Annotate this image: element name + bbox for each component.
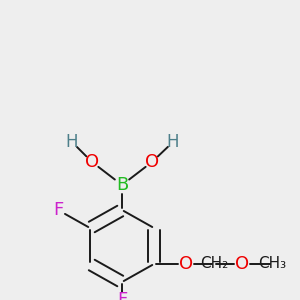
- Text: B: B: [116, 176, 128, 194]
- Text: O: O: [85, 153, 99, 171]
- Text: O: O: [179, 255, 193, 273]
- Text: F: F: [53, 201, 63, 219]
- Text: O: O: [235, 255, 249, 273]
- Text: CH₃: CH₃: [258, 256, 286, 272]
- Text: H: H: [167, 133, 179, 151]
- Text: CH₂: CH₂: [200, 256, 228, 272]
- Text: H: H: [66, 133, 78, 151]
- Text: F: F: [117, 291, 127, 300]
- Text: O: O: [145, 153, 159, 171]
